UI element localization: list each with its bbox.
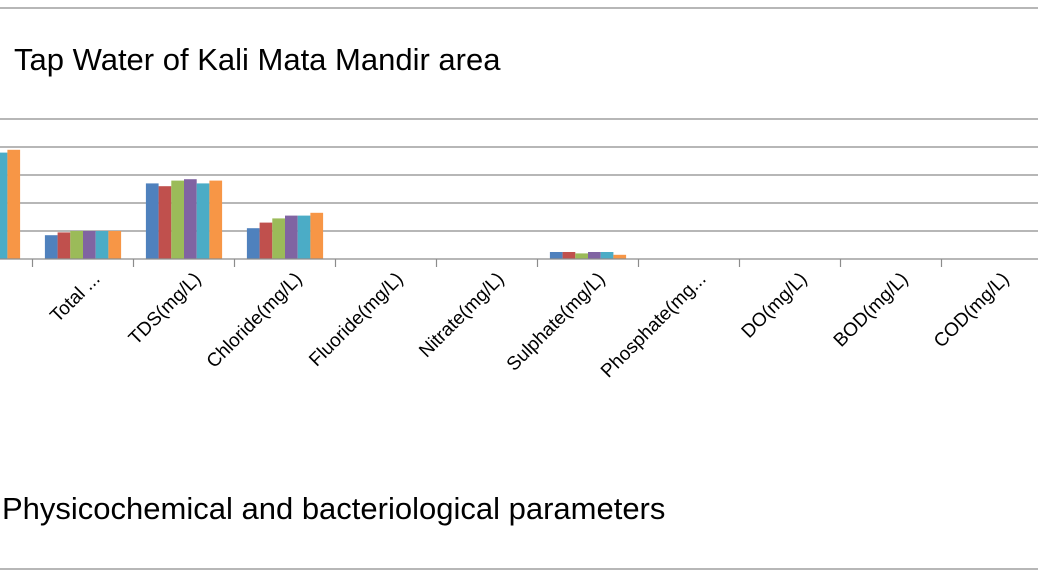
bar: [145, 183, 159, 259]
x-axis-label: Physicochemical and bacteriological para…: [2, 491, 665, 526]
bar: [171, 180, 184, 259]
bars-layer: [0, 149, 627, 259]
bar: [272, 218, 285, 259]
bar: [209, 180, 223, 259]
bar: [562, 252, 576, 259]
bar: [158, 186, 172, 259]
bar: [196, 183, 210, 259]
bar: [310, 212, 324, 259]
bar: [259, 222, 273, 259]
bar: [613, 254, 627, 259]
bar: [285, 215, 298, 259]
bar: [549, 252, 563, 259]
axis-layer: [0, 258, 1038, 267]
bar: [57, 232, 71, 259]
bar: [95, 231, 109, 259]
bar: [0, 152, 8, 259]
bar: [83, 231, 96, 259]
bar: [600, 252, 614, 259]
bar: [184, 179, 197, 259]
bar: [70, 231, 83, 259]
bar: [575, 253, 588, 259]
bar: [588, 252, 601, 259]
bar: [297, 215, 311, 259]
bar: [108, 231, 122, 259]
bar: [44, 235, 58, 259]
bar: [7, 149, 21, 259]
bar: [246, 228, 260, 259]
chart-title: Tap Water of Kali Mata Mandir area: [14, 42, 501, 77]
